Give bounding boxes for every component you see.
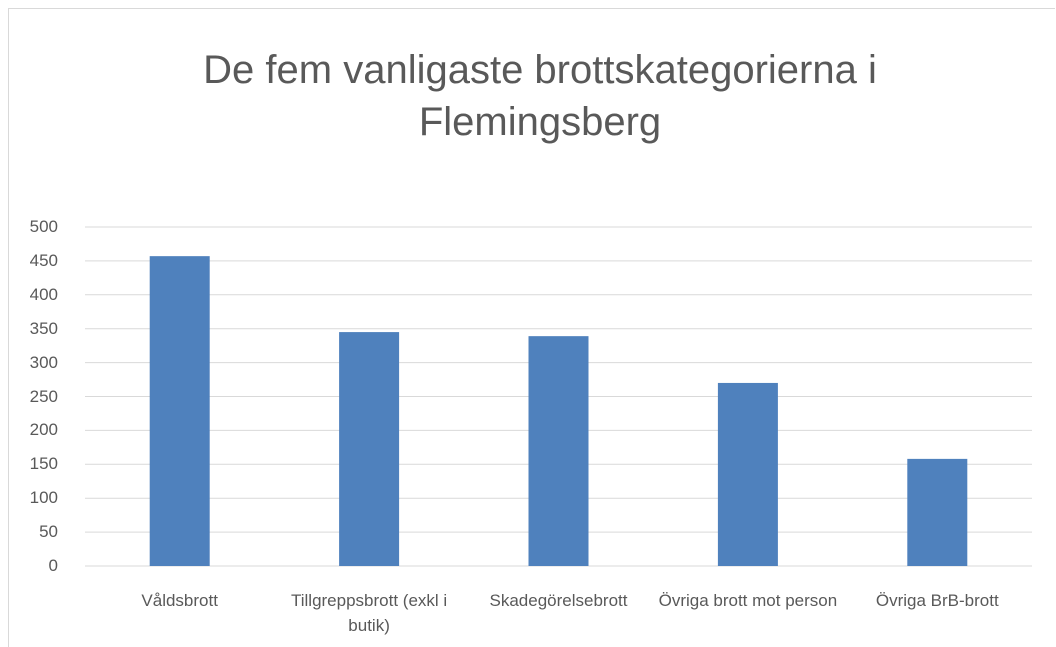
chart-title: De fem vanligaste brottskategorierna i F… [203,48,877,144]
bar [149,256,210,566]
x-tick-label: Övriga brott mot person [658,591,838,610]
bar [528,336,589,566]
y-tick-label: 200 [29,420,58,440]
x-tick-label: Övriga BrB-brott [875,591,999,610]
bar [339,332,400,566]
y-tick-label: 50 [39,522,58,542]
y-tick-label: 450 [29,250,58,270]
y-tick-label: 350 [29,318,58,338]
y-tick-label: 300 [29,352,58,372]
x-tick-label: Våldsbrott [141,591,218,610]
y-tick-label: 0 [48,556,58,575]
x-tick-label: Tillgreppsbrott (exkl i butik) [290,591,448,635]
bar [907,458,968,566]
y-tick-label: 500 [29,217,58,236]
bar [717,382,778,566]
y-tick-label: 400 [29,284,58,304]
x-tick-label: Skadegörelsebrott [489,591,628,610]
chart-frame [8,8,1055,647]
y-tick-label: 150 [29,454,58,474]
y-tick-label: 250 [29,386,58,406]
y-tick-label: 100 [29,488,58,508]
